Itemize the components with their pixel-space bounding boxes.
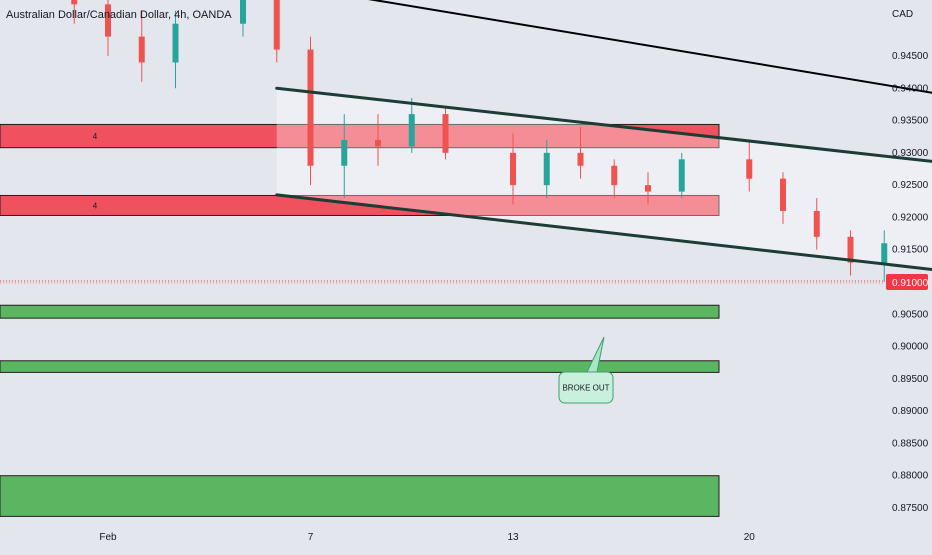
candle-body xyxy=(308,50,314,166)
demand-zone xyxy=(0,476,719,517)
x-tick-label: Feb xyxy=(99,532,117,543)
y-tick-label: 0.93500 xyxy=(892,116,929,127)
candle-body xyxy=(679,159,685,191)
chart-title: Australian Dollar/Canadian Dollar, 4h, O… xyxy=(6,9,232,21)
plot-background xyxy=(0,0,885,522)
candle-body xyxy=(173,24,179,63)
y-tick-label: 0.87500 xyxy=(892,503,929,514)
y-tick-label: 0.93000 xyxy=(892,148,929,159)
y-tick-label: 0.91500 xyxy=(892,245,929,256)
y-tick-label: 0.94000 xyxy=(892,83,929,94)
y-tick-label: 0.94500 xyxy=(892,51,929,62)
time-axis[interactable]: Feb71320Mar7132027Apr xyxy=(99,532,932,543)
y-tick-label: 0.90500 xyxy=(892,309,929,320)
plot-area xyxy=(0,0,885,522)
currency-label: CAD xyxy=(892,9,913,20)
candle-body xyxy=(881,243,887,262)
y-tick-label: 0.92500 xyxy=(892,180,929,191)
candle-body xyxy=(814,211,820,237)
candle-body xyxy=(544,153,550,185)
candle-body xyxy=(240,0,246,24)
zone-label: 4 xyxy=(93,201,98,210)
candle-body xyxy=(443,114,449,153)
demand-zone xyxy=(0,305,719,318)
candle-body xyxy=(645,185,651,191)
x-tick-label: 7 xyxy=(308,532,314,543)
candle-body xyxy=(409,114,415,146)
candle-body xyxy=(341,140,347,166)
y-tick-label: 0.88500 xyxy=(892,438,929,449)
x-tick-label: 13 xyxy=(507,532,519,543)
candle-body xyxy=(746,159,752,178)
candle-body xyxy=(139,37,145,63)
y-tick-label: 0.92000 xyxy=(892,212,929,223)
candle-body xyxy=(510,153,516,185)
candle-body xyxy=(780,179,786,211)
current-price-label: 0.91000 xyxy=(892,278,929,289)
x-tick-label: 20 xyxy=(744,532,756,543)
price-axis[interactable]: 0.94500 0.94000 0.93500 0.93000 0.92500 0.920… xyxy=(886,51,929,514)
y-tick-label: 0.89000 xyxy=(892,406,929,417)
annotation-broke-out: BROKE OUT xyxy=(562,384,609,393)
candle-body xyxy=(274,0,280,50)
y-tick-label: 0.89500 xyxy=(892,374,929,385)
candle-body xyxy=(578,153,584,166)
y-tick-label: 0.88000 xyxy=(892,471,929,482)
y-tick-label: 0.90000 xyxy=(892,342,929,353)
zone-label: 4 xyxy=(93,132,98,141)
candle-body xyxy=(375,140,381,146)
demand-zone xyxy=(0,361,719,373)
candle-body xyxy=(71,0,77,4)
candle-body xyxy=(611,166,617,185)
